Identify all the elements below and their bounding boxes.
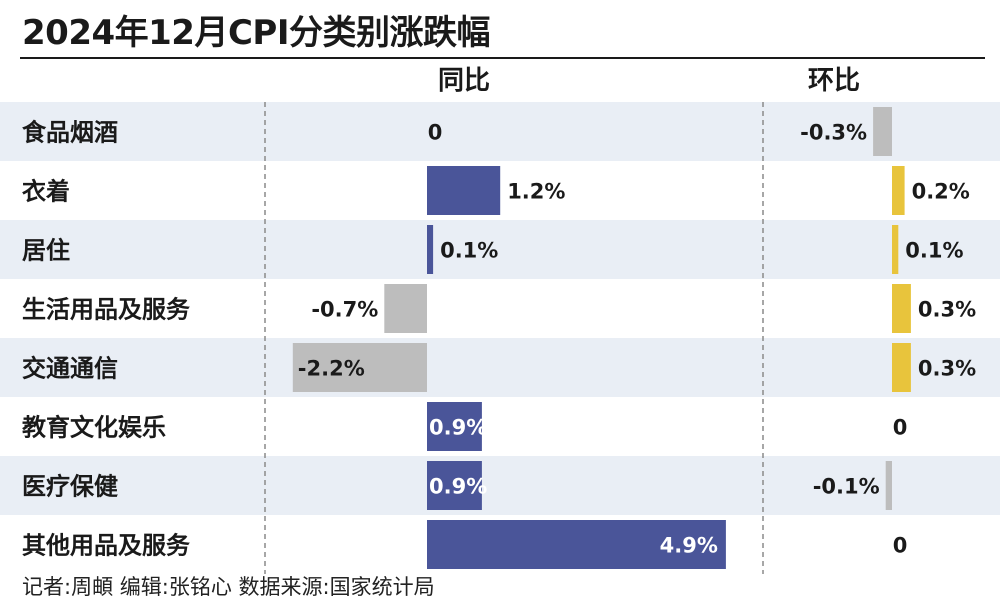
mom-value-label: 0	[893, 534, 908, 558]
mom-value-label: 0.2%	[912, 180, 970, 204]
category-label: 交通通信	[22, 355, 118, 383]
mom-value-label: 0.3%	[918, 298, 976, 322]
yoy-bar	[427, 166, 501, 215]
yoy-bar	[427, 402, 482, 451]
yoy-value-label: 0	[428, 121, 443, 145]
yoy-value-label: 0.1%	[440, 239, 498, 263]
yoy-bar	[292, 343, 427, 392]
mom-value-label: 0.1%	[905, 239, 963, 263]
yoy-value-label: 1.2%	[507, 180, 565, 204]
row-band	[0, 338, 1000, 397]
yoy-bar	[427, 520, 726, 569]
yoy-value-label: 0.9%	[429, 416, 487, 440]
yoy-column-header: 同比	[438, 66, 491, 96]
category-label: 食品烟酒	[22, 119, 118, 147]
mom-bar	[873, 107, 892, 156]
category-label: 居住	[22, 237, 70, 265]
mom-bar	[892, 166, 905, 215]
yoy-value-label: 4.9%	[660, 534, 718, 558]
mom-bar	[892, 343, 911, 392]
category-label: 医疗保健	[22, 473, 118, 501]
title-underline	[20, 57, 985, 59]
yoy-value-label: -0.7%	[311, 298, 378, 322]
yoy-bar	[427, 225, 434, 274]
yoy-bar	[384, 284, 427, 333]
yoy-bar	[427, 461, 482, 510]
yoy-value-label: -2.2%	[298, 357, 365, 381]
row-band	[0, 220, 1000, 279]
category-label: 教育文化娱乐	[22, 414, 166, 442]
row-band	[0, 102, 1000, 161]
mom-value-label: -0.1%	[813, 475, 880, 499]
mom-bar	[892, 284, 911, 333]
category-label: 其他用品及服务	[22, 532, 191, 560]
category-label: 衣着	[22, 178, 70, 206]
row-band	[0, 456, 1000, 515]
chart-title: 2024年12月CPI分类别涨跌幅	[22, 13, 490, 53]
mom-value-label: 0.3%	[918, 357, 976, 381]
source-credit: 记者:周頔 编辑:张铭心 数据来源:国家统计局	[22, 575, 435, 599]
mom-value-label: 0	[893, 416, 908, 440]
mom-value-label: -0.3%	[800, 121, 867, 145]
mom-bar	[885, 461, 892, 510]
category-label: 生活用品及服务	[22, 296, 191, 324]
mom-bar	[892, 225, 899, 274]
yoy-value-label: 0.9%	[429, 475, 487, 499]
mom-column-header: 环比	[808, 66, 861, 96]
